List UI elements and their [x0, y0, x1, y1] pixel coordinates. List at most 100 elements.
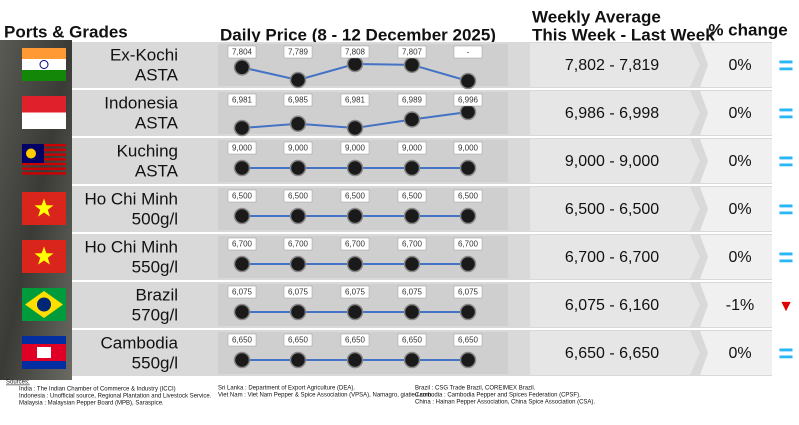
source: India : The Indian Chamber of Commerce &…	[19, 387, 176, 393]
flag	[22, 162, 66, 166]
header-ports: Ports & Grades	[4, 22, 128, 41]
price-label: 7,789	[288, 48, 309, 57]
price-label-box	[397, 285, 427, 299]
weekly-average: 6,650 - 6,650	[565, 345, 659, 362]
trend: =	[778, 50, 793, 80]
price-label-box	[453, 237, 483, 251]
price-label: 6,996	[458, 96, 479, 105]
weekly-box	[530, 139, 700, 183]
port: Ex-Kochi	[110, 45, 178, 64]
price-label: 6,500	[232, 192, 253, 201]
price-dot	[289, 159, 307, 177]
price-dot	[289, 351, 307, 369]
percent-change: 0%	[728, 249, 751, 266]
price-label-box	[227, 93, 257, 107]
trend: =	[778, 242, 793, 272]
weekly-average: 6,700 - 6,700	[565, 249, 659, 266]
price-label-box	[227, 285, 257, 299]
price-label-box	[397, 45, 427, 59]
grade: 500g/l	[132, 209, 178, 228]
price-label: 6,650	[345, 336, 366, 345]
change-box	[700, 235, 772, 279]
trend: =	[778, 194, 793, 224]
price-dot	[403, 56, 421, 74]
flag	[22, 70, 66, 81]
source: Brazil : CSG Trade Brazil, COREIMEX Braz…	[415, 386, 536, 392]
price-label: 6,981	[232, 96, 253, 105]
flag	[34, 198, 54, 217]
weekly-average: 9,000 - 9,000	[565, 153, 659, 170]
price-label: 6,500	[402, 192, 423, 201]
port: Ho Chi Minh	[84, 189, 178, 208]
price-dot	[289, 115, 307, 132]
trend: =	[778, 98, 793, 128]
price-label-box	[340, 237, 370, 251]
price-label-box	[283, 237, 313, 251]
source: Sources:	[6, 380, 30, 386]
price-dot	[459, 103, 477, 121]
price-dot	[459, 207, 477, 225]
price-dot	[346, 55, 364, 73]
percent-change: 0%	[728, 105, 751, 122]
price-label-box	[227, 333, 257, 347]
price-label: 7,804	[232, 48, 253, 57]
flag	[22, 172, 66, 175]
price-dot	[233, 159, 251, 177]
price-label-box	[453, 141, 483, 155]
price-dot	[403, 303, 421, 321]
header-weekly-sub: This Week - Last Week	[532, 25, 715, 44]
source: Indonesia : Unofficial source, Regional …	[19, 394, 212, 400]
price-dot	[459, 351, 477, 369]
price-label: 6,500	[345, 192, 366, 201]
grade: 550g/l	[132, 353, 178, 372]
price-label: 9,000	[458, 144, 479, 153]
price-label-box	[340, 141, 370, 155]
price-label-box	[283, 93, 313, 107]
price-dot	[346, 119, 364, 137]
price-label: 6,650	[402, 336, 423, 345]
price-label-box	[227, 237, 257, 251]
price-label: 6,700	[458, 240, 479, 249]
port: Cambodia	[101, 333, 179, 352]
grade: 550g/l	[132, 257, 178, 276]
price-label: 9,000	[232, 144, 253, 153]
weekly-box	[530, 331, 700, 375]
percent-change: -1%	[726, 297, 754, 314]
price-label: 6,075	[232, 288, 253, 297]
price-label: 6,989	[402, 96, 423, 105]
price-dot	[233, 255, 251, 273]
flag	[22, 96, 66, 113]
header-daily: Daily Price (8 - 12 December 2025)	[220, 25, 496, 44]
price-label: 9,000	[288, 144, 309, 153]
price-label-box	[283, 333, 313, 347]
price-dot	[346, 159, 364, 177]
flag	[34, 246, 54, 265]
price-label: 6,500	[458, 192, 479, 201]
source: Malaysia : Malaysian Pepper Board (MPB),…	[19, 401, 164, 407]
weekly-box	[530, 43, 700, 87]
change-box	[700, 139, 772, 183]
price-label-box	[397, 189, 427, 203]
price-dot	[233, 303, 251, 321]
price-label: 6,075	[458, 288, 479, 297]
price-label-box	[340, 93, 370, 107]
price-label-box	[340, 285, 370, 299]
price-label-box	[340, 45, 370, 59]
price-label-box	[227, 141, 257, 155]
price-dot	[233, 207, 251, 225]
source: Viet Nam : Viet Nam Pepper & Spice Assoc…	[218, 393, 433, 399]
price-label: 6,075	[345, 288, 366, 297]
weekly-box	[530, 91, 700, 135]
price-label: 7,807	[402, 48, 423, 57]
flag	[22, 112, 66, 129]
header-weekly: Weekly Average	[532, 7, 661, 26]
price-dot	[289, 303, 307, 321]
change-box	[700, 283, 772, 327]
price-label-box	[340, 189, 370, 203]
price-dot	[403, 207, 421, 225]
change-box	[700, 91, 772, 135]
price-dot	[459, 255, 477, 273]
price-label: 6,650	[288, 336, 309, 345]
price-dot	[459, 159, 477, 177]
